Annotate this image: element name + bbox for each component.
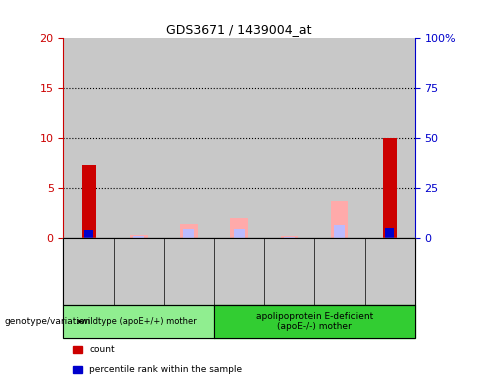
Bar <box>334 225 345 238</box>
Bar <box>365 38 415 238</box>
Bar <box>314 38 365 238</box>
Bar <box>383 138 397 238</box>
Bar <box>183 230 194 238</box>
Bar <box>130 235 147 238</box>
Text: count: count <box>89 345 115 354</box>
Bar <box>214 38 264 238</box>
Bar <box>281 236 298 238</box>
Bar <box>114 38 164 238</box>
Text: percentile rank within the sample: percentile rank within the sample <box>89 365 243 374</box>
Bar <box>180 223 198 238</box>
Text: apolipoprotein E-deficient
(apoE-/-) mother: apolipoprotein E-deficient (apoE-/-) mot… <box>256 312 373 331</box>
Title: GDS3671 / 1439004_at: GDS3671 / 1439004_at <box>166 23 312 36</box>
Bar <box>264 38 314 238</box>
Bar <box>133 237 144 238</box>
Bar <box>385 228 394 238</box>
Text: wildtype (apoE+/+) mother: wildtype (apoE+/+) mother <box>81 317 197 326</box>
Bar <box>63 38 114 238</box>
Bar <box>284 237 295 238</box>
Bar <box>164 38 214 238</box>
Bar <box>84 230 93 238</box>
Bar <box>230 218 248 238</box>
Bar <box>331 201 348 238</box>
Text: genotype/variation: genotype/variation <box>5 317 91 326</box>
Bar <box>234 229 244 238</box>
Bar <box>81 165 96 238</box>
